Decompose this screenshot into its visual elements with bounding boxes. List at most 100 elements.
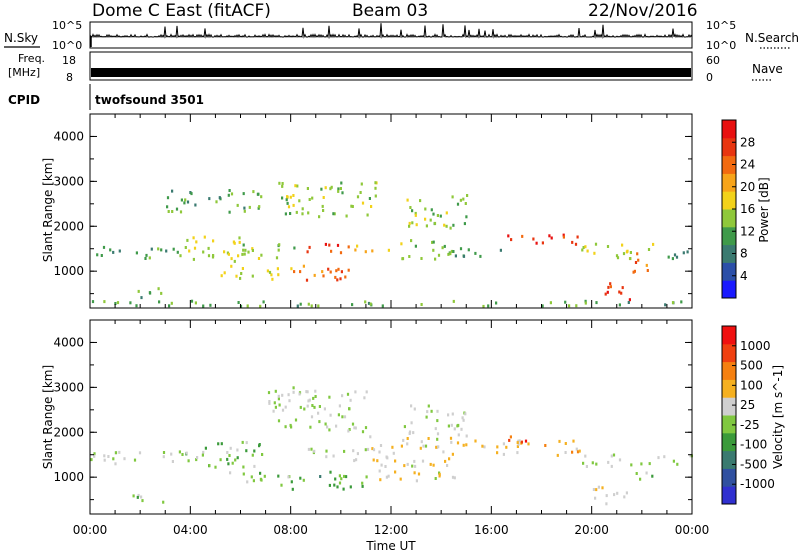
power-cell <box>194 301 197 305</box>
velocity-cell <box>136 495 139 499</box>
power-cell <box>433 221 437 225</box>
power-cell <box>337 267 340 271</box>
power-colorbar-tick: 28 <box>740 135 755 149</box>
velocity-cell <box>250 475 253 479</box>
velocity-cell <box>133 458 137 462</box>
power-cell <box>564 300 567 304</box>
power-cell <box>230 192 234 196</box>
velocity-cell <box>202 450 205 454</box>
power-cell <box>91 300 95 304</box>
velocity-cell <box>444 459 447 463</box>
power-colorbar-tick: 8 <box>740 247 748 261</box>
nave-tick-top: 60 <box>706 54 720 67</box>
power-cell <box>445 211 448 215</box>
power-cell <box>116 301 120 305</box>
power-cell <box>369 302 372 306</box>
velocity-cell <box>616 491 619 495</box>
power-cell <box>180 198 183 202</box>
velocity-cell <box>387 474 390 478</box>
velocity-cell <box>432 463 435 467</box>
power-cell <box>209 303 212 307</box>
velocity-cell <box>354 426 357 430</box>
velocity-cell <box>204 446 207 450</box>
power-cell <box>370 205 373 208</box>
nsearch-label: N.Search <box>745 31 799 45</box>
power-cell <box>160 291 163 295</box>
velocity-cell <box>132 494 135 498</box>
power-cell <box>233 241 236 245</box>
velocity-cell <box>406 442 409 446</box>
power-cell <box>466 194 469 197</box>
velocity-cell <box>402 438 405 442</box>
power-cell <box>276 267 279 271</box>
velocity-cell <box>353 426 356 430</box>
power-ytick-label: 2000 <box>53 219 84 233</box>
power-cell <box>228 189 231 192</box>
power-cell <box>629 251 632 254</box>
velocity-cell <box>413 471 416 475</box>
velocity-cell <box>465 443 468 447</box>
velocity-cell <box>343 449 346 453</box>
velocity-cell <box>337 413 340 417</box>
power-cell <box>420 303 423 306</box>
velocity-cell <box>605 494 608 498</box>
power-cell <box>609 282 612 286</box>
x-tick-label: 16:00 <box>474 523 509 537</box>
velocity-cell <box>582 461 585 465</box>
power-cell <box>296 304 299 308</box>
power-colorbar-tick: 20 <box>740 180 755 194</box>
power-cell <box>406 198 409 202</box>
nsearch-tick-bottom: 10^0 <box>706 39 736 52</box>
velocity-cell <box>281 393 284 397</box>
power-cell <box>103 300 106 304</box>
velocity-cell <box>434 427 437 431</box>
power-cell <box>223 271 226 275</box>
power-cell <box>96 253 99 257</box>
power-cell <box>419 199 422 203</box>
velocity-colorbar-swatch <box>722 468 736 487</box>
velocity-cell <box>260 478 263 482</box>
power-cell <box>337 187 340 191</box>
velocity-cell <box>328 395 331 399</box>
power-cell <box>439 214 442 218</box>
velocity-cell <box>361 430 365 434</box>
velocity-cell <box>618 458 622 462</box>
power-cell <box>336 278 339 282</box>
velocity-cell <box>310 415 314 419</box>
velocity-cell <box>274 389 277 393</box>
velocity-cell <box>278 403 281 407</box>
power-cell <box>429 218 432 222</box>
power-cell <box>324 186 327 190</box>
power-cell <box>408 255 411 258</box>
velocity-cell <box>448 457 451 461</box>
power-cell <box>634 261 638 264</box>
power-cell <box>414 213 417 217</box>
velocity-cell <box>612 453 616 457</box>
velocity-cell <box>623 495 626 499</box>
velocity-cell <box>427 437 430 440</box>
x-tick-label: 12:00 <box>374 523 409 537</box>
power-cell <box>464 202 467 205</box>
power-cell <box>452 299 455 303</box>
velocity-colorbar-swatch <box>722 432 736 452</box>
velocity-colorbar-swatch <box>722 486 736 505</box>
velocity-cell <box>378 469 381 473</box>
power-cell <box>157 247 160 251</box>
power-cell <box>443 244 446 248</box>
power-colorbar-swatch <box>722 120 736 139</box>
power-cell <box>202 304 205 308</box>
power-cell <box>479 254 482 258</box>
power-cell <box>236 203 239 207</box>
power-cell <box>296 184 299 188</box>
velocity-cell <box>625 491 628 495</box>
power-colorbar-swatch <box>722 191 736 210</box>
velocity-cell <box>363 396 366 400</box>
velocity-cell <box>290 480 293 484</box>
velocity-cell <box>505 445 508 449</box>
velocity-cell <box>280 483 283 487</box>
power-cell <box>434 257 437 261</box>
velocity-cell <box>410 404 413 408</box>
power-cell <box>330 185 333 189</box>
velocity-cell <box>242 472 245 476</box>
velocity-cell <box>356 452 359 456</box>
